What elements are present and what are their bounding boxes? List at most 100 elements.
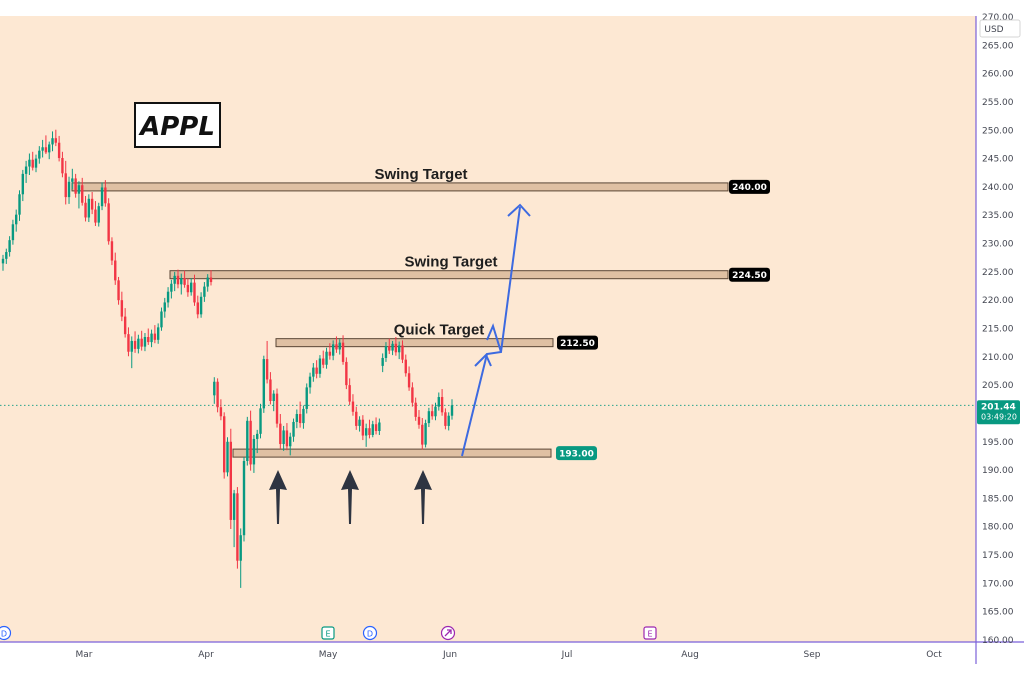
candle [57,135,61,162]
time-tick-label: Apr [198,650,214,660]
time-axis[interactable]: Mar Apr May Jun Jul Aug Sep Oct [76,650,943,660]
candle [252,434,256,473]
candle [434,402,437,421]
candle [147,328,150,345]
projection-path [461,203,531,457]
candle [48,141,51,160]
candle [166,287,170,308]
level-badge: 193.00 [556,446,597,461]
candle [262,355,266,413]
candle [331,340,335,361]
event-marker-label: E [647,630,652,639]
candle [143,333,147,352]
candle [173,271,176,292]
candle [282,425,285,451]
candle [104,180,107,207]
candle [206,274,209,292]
price-axis-background [976,16,1024,642]
candle [1,254,5,271]
candle [364,423,368,447]
candle [447,412,450,431]
title-box: APPL [134,102,221,148]
candle [5,248,8,264]
candle [239,528,242,588]
target-zone [71,182,729,192]
time-tick-label: Aug [681,650,699,660]
event-marker-label: E [325,630,330,639]
currency-label: USD [984,25,1003,35]
candle [156,323,160,344]
candle [328,343,332,360]
candle [216,378,219,413]
candle [407,366,411,391]
event-marker-label: D [1,630,7,639]
level-badge: 224.50 [729,267,770,282]
up-arrow-icon [414,470,432,524]
candle [259,403,262,439]
candle [189,278,193,296]
candle [345,357,348,390]
earnings-event-icon[interactable]: E [321,626,335,640]
candle [170,279,173,299]
candle [61,151,64,178]
candle [335,336,338,353]
price-tick-label: 160.00 [982,636,1014,646]
candle [355,406,358,430]
price-tick-label: 205.00 [982,381,1014,391]
candle [411,382,414,407]
dividend-event-icon[interactable]: D [362,625,378,641]
candle [289,432,292,456]
candle [196,295,199,319]
candle [226,437,229,477]
price-tick-label: 220.00 [982,296,1014,306]
earnings-event-icon[interactable]: E [643,626,657,640]
time-tick-label: May [319,650,338,660]
time-tick-label: Jul [561,650,573,660]
currency-box[interactable]: USD [979,19,1021,38]
chart-title: APPL [138,112,215,142]
up-arrow-icon [341,470,359,524]
candle [450,399,454,420]
target-label: Quick Target [394,322,485,339]
candle [64,160,67,205]
candle [246,416,249,466]
candle [24,160,28,183]
candle [94,201,97,226]
candle [203,282,206,302]
price-tick-label: 250.00 [982,126,1014,136]
time-axis-background [0,642,1024,664]
price-tick-label: 165.00 [982,608,1014,618]
last-price-countdown: 03:49:20 [981,412,1017,421]
candle [219,399,223,421]
price-axis[interactable]: 270.00 265.00 260.00 255.00 250.00 245.00 240.… [982,13,1014,646]
candle [256,429,259,454]
target-zone [169,270,729,280]
candle [285,423,289,451]
candle [41,139,44,158]
candle [322,350,325,369]
candle [305,383,308,414]
candle [272,390,275,412]
candle [391,340,394,356]
candle [358,416,361,432]
candle [298,401,302,428]
candle [15,209,18,232]
level-badge-value: 212.50 [560,339,595,349]
candles [1,129,454,588]
price-tick-label: 170.00 [982,579,1014,589]
level-badge: 212.50 [557,335,598,350]
split-event-icon[interactable] [440,625,456,641]
up-arrow-icon [269,470,287,524]
candle [153,325,157,344]
candle [222,412,226,479]
dividend-event-icon[interactable]: D [0,625,12,641]
candle [11,219,15,245]
candle [183,270,186,288]
candle [186,278,190,297]
level-badges: 240.00 224.50 212.50 193.00 [556,179,770,461]
candle [114,252,117,285]
candle [127,327,130,357]
candle [117,276,120,305]
